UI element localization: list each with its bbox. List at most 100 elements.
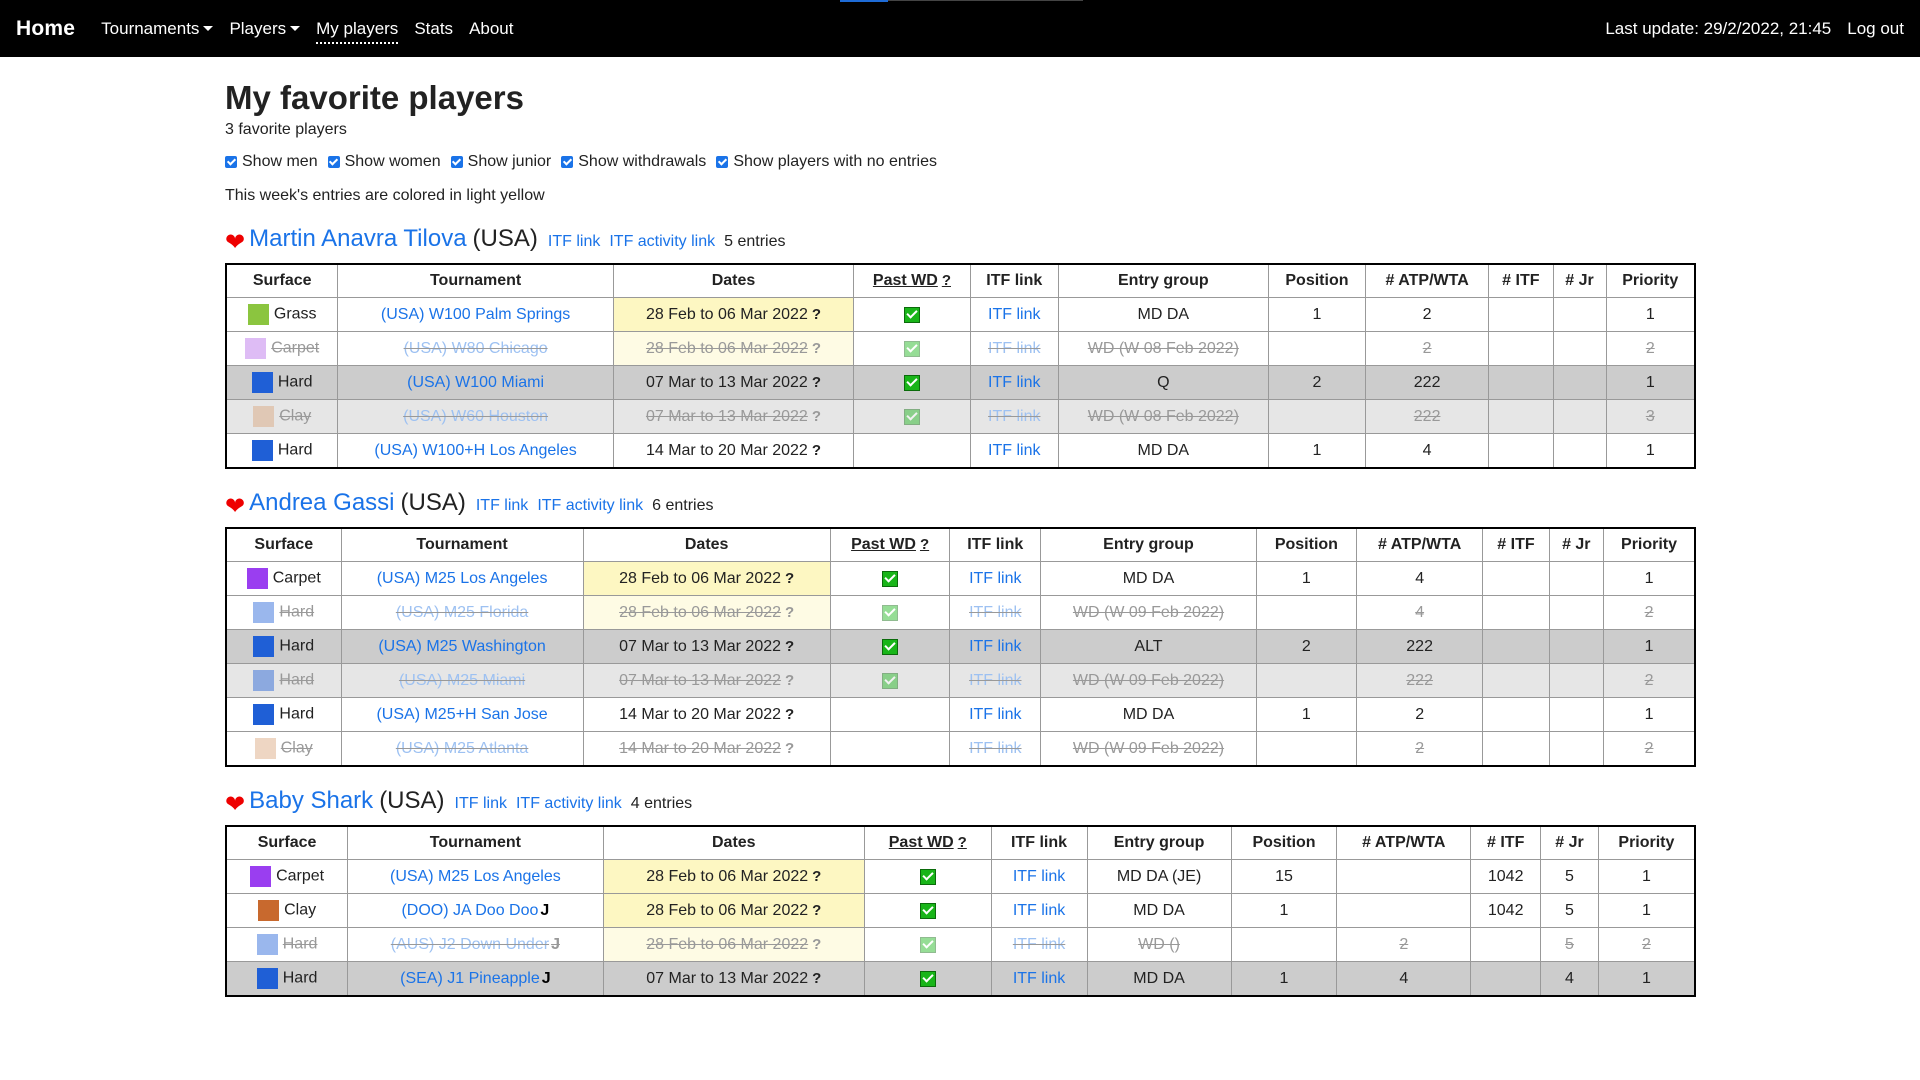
checkmark-icon: [882, 672, 899, 689]
column-header-label: # ITF: [1487, 834, 1525, 852]
itf-link[interactable]: ITF link: [988, 373, 1041, 391]
player-name-link[interactable]: Martin Anavra Tilova: [249, 225, 467, 253]
tournament-link[interactable]: (USA) M25 Florida: [395, 603, 529, 621]
help-question-icon[interactable]: [812, 340, 821, 357]
nav-tournaments[interactable]: Tournaments: [101, 19, 214, 39]
filter-show-withdrawals[interactable]: Show withdrawals: [561, 153, 706, 171]
tournament-link[interactable]: (USA) M25 Miami: [398, 671, 526, 689]
position-cell: 1: [1255, 561, 1357, 597]
itf-link[interactable]: ITF link: [969, 739, 1022, 757]
column-header-label: # Jr: [1562, 536, 1591, 554]
surface-label: Carpet: [272, 570, 321, 588]
player-itf-link[interactable]: ITF link: [475, 497, 529, 515]
entry-group-cell: WD (): [1086, 927, 1232, 963]
player-itf-link[interactable]: ITF link: [547, 233, 601, 251]
column-header-jr: # Jr: [1540, 826, 1599, 861]
tournament-link[interactable]: (USA) W100 Miami: [407, 373, 545, 391]
help-question-icon[interactable]: [920, 536, 929, 553]
itf-link-cell: ITF link: [990, 927, 1088, 963]
tournament-link[interactable]: (SEA) J1 Pineapple: [400, 969, 540, 987]
itf-link[interactable]: ITF link: [1012, 935, 1066, 953]
help-question-icon[interactable]: [942, 272, 951, 289]
itf-link[interactable]: ITF link: [1012, 969, 1066, 987]
tournament-link[interactable]: (AUS) J2 Down Under: [390, 935, 550, 953]
dates-cell: 07 Mar to 13 Mar 2022: [582, 629, 831, 665]
itf-link[interactable]: ITF link: [1012, 901, 1066, 919]
heart-favorite-icon[interactable]: ❤: [225, 493, 246, 521]
help-question-icon[interactable]: [812, 902, 821, 919]
checkbox-checked-icon[interactable]: [225, 156, 237, 169]
player-itf-link[interactable]: ITF link: [454, 795, 507, 813]
column-header-past-wd[interactable]: Past WD: [853, 264, 971, 299]
help-question-icon[interactable]: [785, 638, 794, 655]
column-header-past-wd[interactable]: Past WD: [864, 826, 992, 861]
help-question-icon[interactable]: [812, 442, 821, 459]
itf-link[interactable]: ITF link: [969, 705, 1022, 723]
itf-link[interactable]: ITF link: [988, 441, 1041, 459]
help-question-icon[interactable]: [812, 936, 821, 953]
itf-link[interactable]: ITF link: [988, 407, 1041, 425]
player-itf-activity-link[interactable]: ITF activity link: [515, 795, 622, 813]
itf-link[interactable]: ITF link: [1012, 867, 1066, 885]
help-question-icon[interactable]: [958, 834, 967, 851]
help-question-icon[interactable]: [812, 374, 821, 391]
help-question-icon[interactable]: [812, 306, 821, 323]
player-itf-activity-link[interactable]: ITF activity link: [609, 233, 716, 251]
filter-show-men[interactable]: Show men: [225, 153, 318, 171]
nav-my-players[interactable]: My players: [316, 19, 399, 44]
home-link[interactable]: Home: [16, 16, 76, 40]
surface-color-swatch: [256, 934, 278, 956]
filter-show-junior[interactable]: Show junior: [450, 153, 551, 171]
tournament-link[interactable]: (USA) W100+H Los Angeles: [374, 441, 577, 459]
help-question-icon[interactable]: [785, 604, 794, 621]
nav-about[interactable]: About: [469, 19, 513, 39]
filter-show-women[interactable]: Show women: [327, 153, 441, 171]
checkmark-icon: [903, 408, 920, 425]
jr-rank-cell: [1548, 697, 1605, 733]
column-header-itf-link: ITF link: [990, 826, 1088, 861]
priority-cell: 2: [1597, 927, 1696, 963]
checkbox-checked-icon[interactable]: [561, 156, 574, 169]
itf-link[interactable]: ITF link: [969, 637, 1022, 655]
tournament-link[interactable]: (USA) M25 Washington: [378, 637, 546, 655]
column-header-past-wd[interactable]: Past WD: [829, 528, 951, 563]
player-name-link[interactable]: Baby Shark: [249, 787, 374, 815]
itf-link[interactable]: ITF link: [969, 603, 1022, 621]
help-question-icon[interactable]: [812, 868, 821, 885]
help-question-icon[interactable]: [812, 408, 821, 425]
heart-favorite-icon[interactable]: ❤: [225, 791, 246, 819]
itf-link[interactable]: ITF link: [988, 339, 1041, 357]
tournament-link[interactable]: (USA) M25 Los Angeles: [390, 867, 561, 885]
checkbox-checked-icon[interactable]: [327, 156, 340, 169]
nav-players[interactable]: Players: [229, 19, 301, 39]
help-question-icon[interactable]: [785, 706, 794, 723]
heart-favorite-icon[interactable]: ❤: [225, 229, 246, 257]
help-question-icon[interactable]: [785, 740, 794, 757]
help-question-icon[interactable]: [785, 570, 794, 587]
help-question-icon[interactable]: [785, 672, 794, 689]
help-question-icon[interactable]: [812, 970, 821, 987]
column-header-label: Past WD: [872, 272, 938, 290]
tournament-link[interactable]: (DOO) JA Doo Doo: [401, 901, 539, 919]
tournament-link[interactable]: (USA) M25 Atlanta: [395, 739, 529, 757]
checkbox-checked-icon[interactable]: [716, 156, 729, 169]
player-itf-activity-link[interactable]: ITF activity link: [537, 497, 644, 515]
tournament-link[interactable]: (USA) W80 Chicago: [403, 339, 548, 357]
tournament-link[interactable]: (USA) M25+H San Jose: [376, 705, 548, 723]
surface-cell: Carpet: [225, 859, 349, 895]
itf-link[interactable]: ITF link: [988, 305, 1041, 323]
itf-link[interactable]: ITF link: [969, 671, 1022, 689]
checkmark-icon: [903, 374, 920, 391]
atp-wta-cell: 2: [1355, 731, 1484, 767]
nav-stats[interactable]: Stats: [414, 19, 453, 39]
checkbox-checked-icon[interactable]: [450, 156, 463, 169]
player-name-link[interactable]: Andrea Gassi: [249, 489, 395, 517]
logout-link[interactable]: Log out: [1847, 18, 1904, 38]
itf-link[interactable]: ITF link: [969, 569, 1022, 587]
tournament-link[interactable]: (USA) W100 Palm Springs: [380, 305, 571, 323]
tournament-link[interactable]: (USA) W60 Houston: [403, 407, 549, 425]
filter-show-players-with-no-entries[interactable]: Show players with no entries: [716, 153, 937, 171]
column-header-label: Priority: [1618, 834, 1675, 852]
surface-label: Clay: [284, 902, 317, 920]
tournament-link[interactable]: (USA) M25 Los Angeles: [376, 569, 548, 587]
